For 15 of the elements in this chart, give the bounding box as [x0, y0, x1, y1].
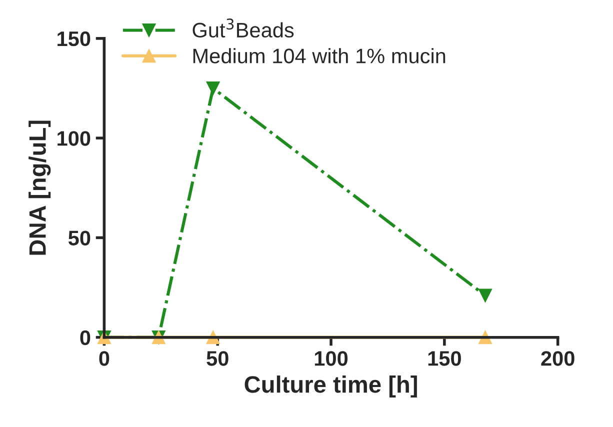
y-tick-label: 50 — [68, 230, 90, 246]
x-tick-label: 0 — [99, 351, 110, 366]
x-tick-label: 200 — [541, 351, 574, 366]
x-tick-label: 50 — [206, 351, 228, 366]
legend-label: Medium 104 with 1% mucin — [193, 48, 446, 64]
point — [478, 288, 492, 302]
y-tick-label: 150 — [58, 31, 90, 46]
legend-label: Gut$^{3}$Beads — [192, 18, 294, 38]
x-axis-title: Culture time [h] — [244, 376, 417, 398]
point — [206, 81, 220, 96]
x-tick-label: 150 — [428, 351, 461, 366]
y-axis-title: DNA [ng/uL] — [28, 120, 51, 255]
y-tick-label: 0 — [80, 330, 90, 346]
y-tick-label: 100 — [58, 131, 90, 146]
x-tick-label: 100 — [314, 351, 348, 366]
